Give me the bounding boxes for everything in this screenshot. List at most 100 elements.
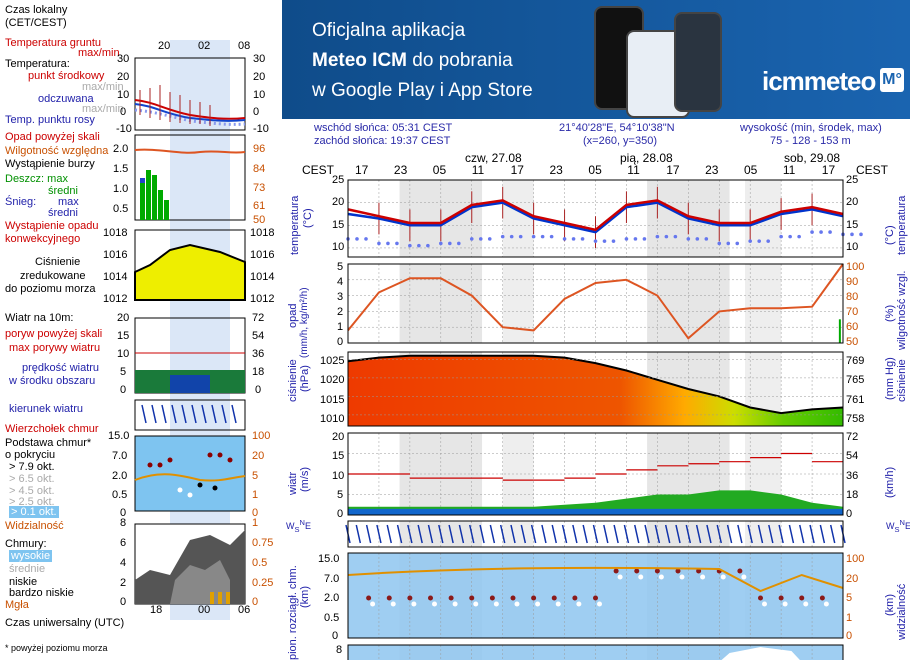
bottom-tick: 8 bbox=[336, 644, 343, 656]
banner-line3: w Google Play i App Store bbox=[312, 80, 533, 101]
cloud-base-dot bbox=[737, 568, 743, 574]
dew-point bbox=[531, 234, 536, 239]
mini-top-tick-0: 20 bbox=[158, 40, 171, 52]
mini-bottom-tick-2: 06 bbox=[238, 604, 251, 616]
cloud-base-dot-light bbox=[576, 601, 582, 607]
dew-point bbox=[642, 237, 647, 241]
mini-precip-panel bbox=[134, 134, 246, 221]
wind-arrow bbox=[829, 524, 836, 544]
dew-point bbox=[509, 234, 514, 239]
meteo-badge: M° bbox=[880, 68, 904, 92]
hour-label: 17 bbox=[666, 163, 680, 177]
legend-dew-point: Temp. punktu rosy bbox=[5, 114, 95, 126]
wind-arrow bbox=[355, 524, 362, 544]
precip-title: opad bbox=[287, 303, 299, 328]
dew-point bbox=[797, 234, 801, 239]
dew-point bbox=[624, 237, 629, 241]
dew-point bbox=[500, 234, 505, 239]
cloud-base-dot-light bbox=[452, 601, 458, 607]
vis-tick-1: 20 bbox=[846, 573, 859, 585]
wind-arrow bbox=[572, 524, 578, 544]
dew-point bbox=[766, 239, 770, 243]
mini-temp-left-2: 10 bbox=[117, 89, 130, 101]
dew-point bbox=[395, 241, 399, 246]
mini-precip-right-3: 61 bbox=[253, 200, 266, 212]
dew-point bbox=[602, 239, 607, 243]
dew-point bbox=[757, 239, 761, 243]
press-tick-2: 1015 bbox=[320, 394, 345, 406]
pressure-panel-frame bbox=[347, 351, 844, 427]
wind-arrow bbox=[479, 524, 485, 544]
legend-temperature: Temperatura: bbox=[5, 58, 70, 70]
mini-cbase-right-4: 0 bbox=[252, 507, 259, 519]
vis-tick-2: 5 bbox=[846, 592, 853, 604]
hour-label: 05 bbox=[588, 163, 602, 177]
wind-arrow bbox=[613, 524, 619, 544]
wind-tick-4: 0 bbox=[337, 508, 344, 520]
mini-precip-right-1: 84 bbox=[253, 163, 266, 175]
legend-wind-dir: kierunek wiatru bbox=[9, 403, 83, 415]
cloud-base-dot bbox=[696, 568, 702, 574]
mini-wind-dir-panel bbox=[134, 399, 246, 431]
dew-point bbox=[686, 237, 691, 241]
mini-press-left-3: 1012 bbox=[103, 293, 128, 305]
temp-title: temperatura bbox=[289, 195, 301, 255]
legend-snow: Śnieg: bbox=[5, 196, 37, 208]
mini-cbase-left-3: 0.5 bbox=[112, 489, 128, 501]
wind-arrow bbox=[737, 524, 743, 544]
dew-point bbox=[704, 237, 709, 241]
cloud-tick-3: 0.5 bbox=[324, 612, 340, 624]
dew-point bbox=[695, 237, 700, 241]
mini-precip-left-1: 1.5 bbox=[113, 163, 129, 175]
dew-point bbox=[593, 239, 598, 243]
mini-cloud-right-2: 0.5 bbox=[252, 557, 268, 569]
wind-tick-0: 20 bbox=[332, 431, 345, 443]
legend-storm: Wystąpienie burzy bbox=[5, 158, 95, 170]
temp-line bbox=[347, 199, 844, 232]
elevation-values: 75 - 128 - 153 m bbox=[770, 135, 851, 147]
dew-point bbox=[788, 234, 792, 239]
temp-unit-right: (°C) bbox=[884, 225, 896, 245]
legend-pressure2: zredukowane bbox=[20, 270, 86, 282]
mini-bottom-tick-1: 00 bbox=[198, 604, 211, 616]
windkmh-tick-3: 18 bbox=[846, 489, 859, 501]
dew-point bbox=[386, 241, 390, 246]
day-label-0: czw, 27.08 bbox=[465, 151, 522, 165]
mini-temp-right-1: 20 bbox=[253, 71, 266, 83]
mini-wind-left-1: 15 bbox=[117, 330, 130, 342]
legend-cloud-base: Podstawa chmur* bbox=[5, 437, 92, 449]
cloud-base-dot bbox=[613, 568, 619, 574]
mini-temp-panel bbox=[134, 57, 246, 131]
wind-arrow bbox=[726, 524, 733, 544]
vis-unit: (km) bbox=[884, 594, 896, 616]
mini-wind-panel bbox=[134, 317, 246, 394]
vis-tick-4: 0 bbox=[846, 630, 853, 642]
legend-high: wysokie bbox=[9, 550, 53, 562]
precip-unit: (mm/h, kg/m²/h) bbox=[299, 287, 310, 358]
mini-press-right-1: 1016 bbox=[250, 249, 275, 261]
humidity-line bbox=[347, 263, 844, 340]
hum-unit: (%) bbox=[884, 304, 896, 322]
hum-title: wilgotność wzgl. bbox=[896, 270, 908, 350]
temp-tick-1: 20 bbox=[332, 196, 345, 208]
press-title-right: ciśnienie bbox=[896, 359, 908, 402]
app-banner[interactable]: Oficjalna aplikacja Meteo ICM do pobrani… bbox=[282, 0, 910, 119]
dew-point bbox=[779, 234, 783, 239]
wind-arrow bbox=[695, 524, 702, 544]
legend-cloud-top: Wierzchołek chmur bbox=[5, 423, 99, 435]
banner-line1: Oficjalna aplikacja bbox=[312, 20, 466, 41]
dew-point bbox=[478, 237, 483, 241]
temp-tick-r1: 20 bbox=[846, 196, 859, 208]
legend-c65: > 6.5 okt. bbox=[9, 473, 55, 485]
mini-top-tick-2: 08 bbox=[238, 40, 251, 52]
dew-point bbox=[377, 241, 381, 246]
mini-wind-right-4: 0 bbox=[255, 384, 262, 396]
mini-cbase-left-2: 2.0 bbox=[112, 470, 128, 482]
mini-wind-left-2: 10 bbox=[117, 348, 130, 360]
dew-point bbox=[518, 234, 523, 239]
cloud-base-dot bbox=[654, 568, 660, 574]
pressure-area bbox=[348, 355, 843, 426]
wind-arrow bbox=[551, 524, 557, 544]
mini-cbase-left-0: 15.0 bbox=[108, 430, 130, 442]
mini-temp-right-2: 10 bbox=[253, 89, 266, 101]
